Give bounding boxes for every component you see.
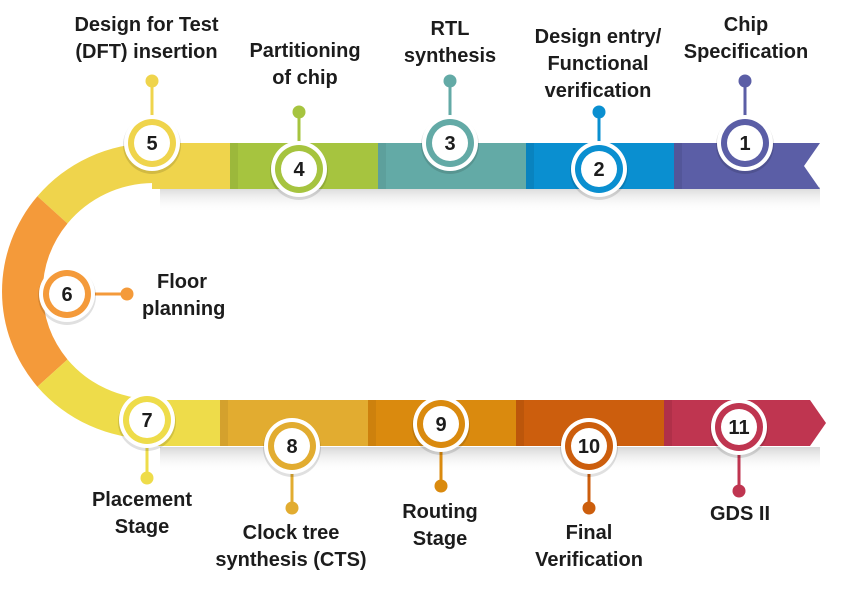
step-5-label: Design for Test (DFT) insertion [74,14,219,63]
step-9-marker-inner [423,406,459,442]
step-5-marker-inner [134,125,170,161]
step-2-label: Design entry/Functional verification [534,26,662,102]
step-8-number: 8 [286,436,297,458]
step-1-number: 1 [739,133,750,155]
step-3-number: 3 [444,133,455,155]
step-8-label: Clock tree synthesis (CTS) [215,522,367,571]
step-9-label: Routing Stage [402,501,478,550]
connector-dot-3 [443,74,457,88]
step-4-label: Partitioning of chip [249,40,361,89]
segment-shade [526,143,534,189]
segment-shade [674,143,682,189]
segment-shade [378,143,386,189]
segment-shade [368,400,376,446]
connector-dot-6 [120,287,134,301]
connector-dot-2 [592,105,606,119]
step-10-marker-inner [571,428,607,464]
segment-shade [230,143,238,189]
step-5-number: 5 [146,133,157,155]
segment-shade [220,400,228,446]
step-6-marker-inner [49,276,85,312]
step-6-number: 6 [61,284,72,306]
step-3-label: RTL synthesis [403,18,497,67]
top-ribbon-shadow [160,187,820,213]
segment-shade [516,400,524,446]
step-11-label: GDS II [709,503,770,525]
step-7-label: Placement Stage [91,489,193,538]
step-2-number: 2 [593,159,604,181]
step-6-line-1: Floor [157,271,207,293]
step-4-marker-inner [281,151,317,187]
step-4-number: 4 [293,159,305,181]
step-9-number: 9 [435,414,446,436]
connector-dot-5 [145,74,159,88]
step-3-marker-inner [432,125,468,161]
step-1-label: Chip Specification [683,14,809,63]
connector-dot-7 [140,471,154,485]
connector-dot-4 [292,105,306,119]
step-7-number: 7 [141,410,152,432]
step-10-label: Final Verification [535,522,643,571]
step-6-label: Floor planning [142,269,262,323]
connector-dot-11 [732,484,746,498]
step-8-marker-inner [274,428,310,464]
connector-dot-9 [434,479,448,493]
step-11-marker-inner [721,409,757,445]
connector-dot-8 [285,501,299,515]
step-7-marker-inner [129,402,165,438]
step-6-line-2: planning [142,298,226,320]
step-11-number: 11 [728,417,749,439]
step-1-marker-inner [727,125,763,161]
segment-shade [664,400,672,446]
curve-top-segment [37,143,153,224]
curve-middle-segment [2,196,68,387]
step-2-marker-inner [581,151,617,187]
step-10-number: 10 [578,436,600,458]
connector-dot-10 [582,501,596,515]
connector-dot-1 [738,74,752,88]
